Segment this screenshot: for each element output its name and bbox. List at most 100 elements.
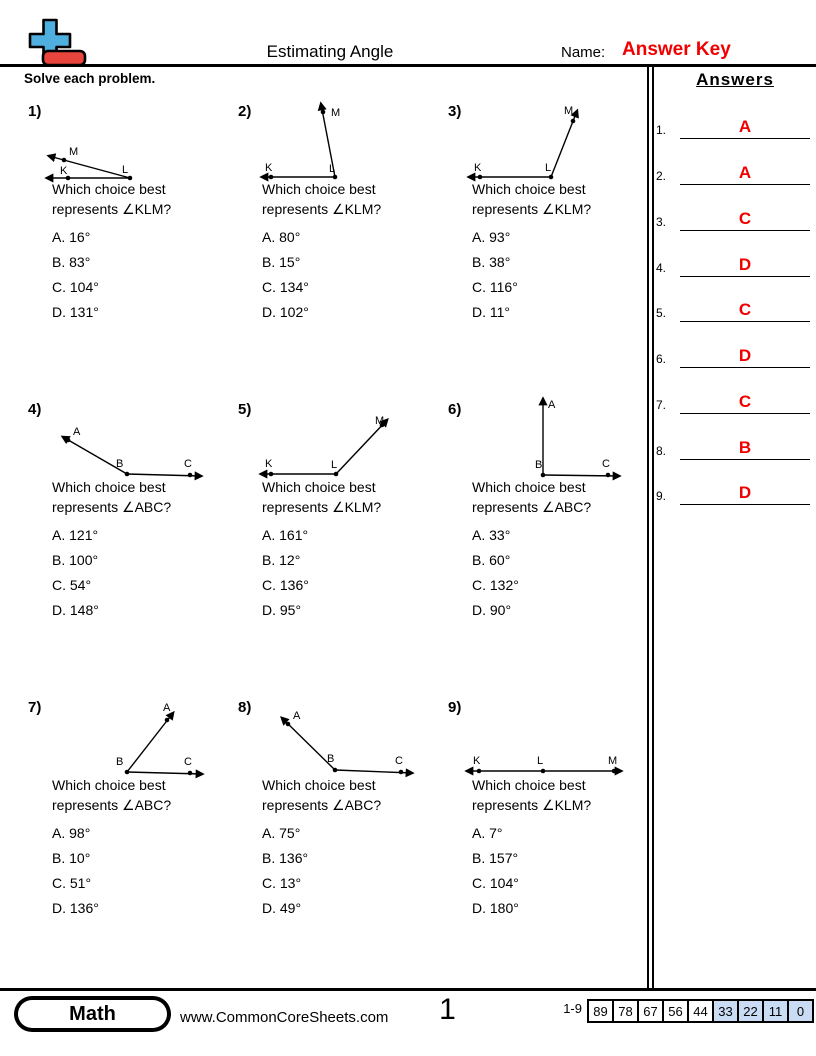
name-value: Answer Key [622, 39, 731, 60]
score-cell: 78 [612, 999, 639, 1023]
point-dot [476, 768, 482, 774]
point-label-B: B [116, 458, 123, 470]
point-dot [285, 721, 291, 727]
score-cell: 44 [687, 999, 714, 1023]
problem-3: 3) K M L Which choice best represents ∠KLM? A.… [444, 98, 650, 394]
problem-5: 5) K M L Which choice best represents ∠KLM? A.… [234, 396, 440, 692]
answer-number: 9. [656, 489, 667, 503]
point-dot [379, 422, 385, 428]
point-label-M: M [375, 415, 384, 427]
score-table: 89 78 67 56 44 33 22 11 0 [587, 999, 814, 1023]
problem-2: 2) K M L Which choice best represents ∠KLM? A.… [234, 98, 440, 394]
answer-number: 1. [656, 123, 667, 137]
problem-choices: A. 33° B. 60° C. 132° D. 90° [472, 523, 519, 623]
angle-ray [317, 101, 336, 178]
choice-A: A. 121° [52, 527, 99, 543]
choice-A: A. 16° [52, 229, 91, 245]
angle-diagram: K L M [464, 755, 624, 776]
answer-item-9: 9. D [654, 475, 812, 505]
problem-number: 5) [238, 401, 252, 418]
choice-D: D. 131° [52, 304, 99, 320]
point-dot [187, 472, 193, 478]
point-label-A: A [163, 702, 171, 714]
problem-number: 3) [448, 103, 462, 120]
problem-choices: A. 80° B. 15° C. 134° D. 102° [262, 225, 309, 325]
angle-ray [280, 716, 336, 771]
point-label-M: M [608, 755, 617, 767]
choice-C: C. 104° [52, 279, 99, 295]
angle-diagram: C A B [116, 702, 205, 779]
choice-D: D. 90° [472, 602, 512, 618]
worksheet-title: Estimating Angle [266, 42, 394, 61]
question-line-1: Which choice best [262, 777, 376, 793]
answers-heading: Answers [696, 70, 774, 89]
answer-value: A [680, 163, 810, 185]
problem-choices: A. 98° B. 10° C. 51° D. 136° [52, 821, 99, 921]
point-dot [540, 768, 546, 774]
problem-7: 7) C A B Which choice best represents ∠ABC? A.… [24, 694, 230, 990]
problem-8: 8) C A B Which choice best represents ∠ABC? A.… [234, 694, 440, 990]
point-dot [65, 437, 71, 443]
choice-B: B. 38° [472, 254, 511, 270]
answer-number: 8. [656, 444, 667, 458]
answer-item-2: 2. A [654, 155, 812, 185]
choice-B: B. 157° [472, 850, 519, 866]
question-line-2: represents ∠KLM? [262, 201, 382, 217]
point-label-K: K [265, 458, 273, 470]
score-cell: 56 [662, 999, 689, 1023]
point-dot [332, 767, 338, 773]
answer-item-4: 4. D [654, 247, 812, 277]
choice-B: B. 100° [52, 552, 99, 568]
point-label-M: M [564, 105, 573, 117]
choice-B: B. 12° [262, 552, 301, 568]
choice-B: B. 60° [472, 552, 511, 568]
answer-value: C [680, 300, 810, 322]
problem-choices: A. 121° B. 100° C. 54° D. 148° [52, 523, 99, 623]
score-cell: 22 [737, 999, 764, 1023]
question-line-1: Which choice best [52, 479, 166, 495]
point-label-L: L [329, 163, 335, 175]
score-cell: 11 [762, 999, 789, 1023]
point-label-L: L [537, 755, 543, 767]
problem-6: 6) C A B Which choice best represents ∠ABC? A.… [444, 396, 650, 692]
point-dot [320, 109, 326, 115]
problem-question: Which choice best represents ∠KLM? [472, 775, 652, 815]
angle-diagram: K M L [259, 101, 340, 182]
choice-C: C. 132° [472, 577, 519, 593]
commoncoresheets-logo [28, 18, 87, 67]
angle-diagram: C A B [60, 426, 204, 481]
point-dot [605, 472, 611, 478]
choice-A: A. 75° [262, 825, 301, 841]
choice-D: D. 148° [52, 602, 99, 618]
point-label-M: M [331, 107, 340, 119]
subject-label: Math [18, 1000, 167, 1028]
question-line-2: represents ∠ABC? [52, 499, 172, 515]
choice-C: C. 51° [52, 875, 92, 891]
question-line-2: represents ∠ABC? [472, 499, 592, 515]
choice-A: A. 33° [472, 527, 511, 543]
answer-number: 5. [656, 306, 667, 320]
answer-number: 6. [656, 352, 667, 366]
point-dot [548, 174, 554, 180]
problem-number: 8) [238, 699, 252, 716]
choice-A: A. 80° [262, 229, 301, 245]
point-dot [268, 471, 274, 477]
answer-number: 3. [656, 215, 667, 229]
point-label-B: B [327, 753, 334, 765]
point-label-A: A [293, 710, 301, 722]
question-line-1: Which choice best [472, 181, 586, 197]
question-line-1: Which choice best [52, 777, 166, 793]
problem-question: Which choice best represents ∠ABC? [52, 775, 232, 815]
question-line-1: Which choice best [472, 479, 586, 495]
question-line-1: Which choice best [262, 479, 376, 495]
point-dot [332, 174, 338, 180]
answer-item-5: 5. C [654, 292, 812, 322]
problem-number: 6) [448, 401, 462, 418]
choice-A: A. 161° [262, 527, 309, 543]
score-cell: 0 [787, 999, 814, 1023]
point-dot [611, 768, 617, 774]
point-label-L: L [331, 459, 337, 471]
question-line-1: Which choice best [52, 181, 166, 197]
problem-number: 7) [28, 699, 42, 716]
angle-diagram: C A B [280, 710, 415, 778]
